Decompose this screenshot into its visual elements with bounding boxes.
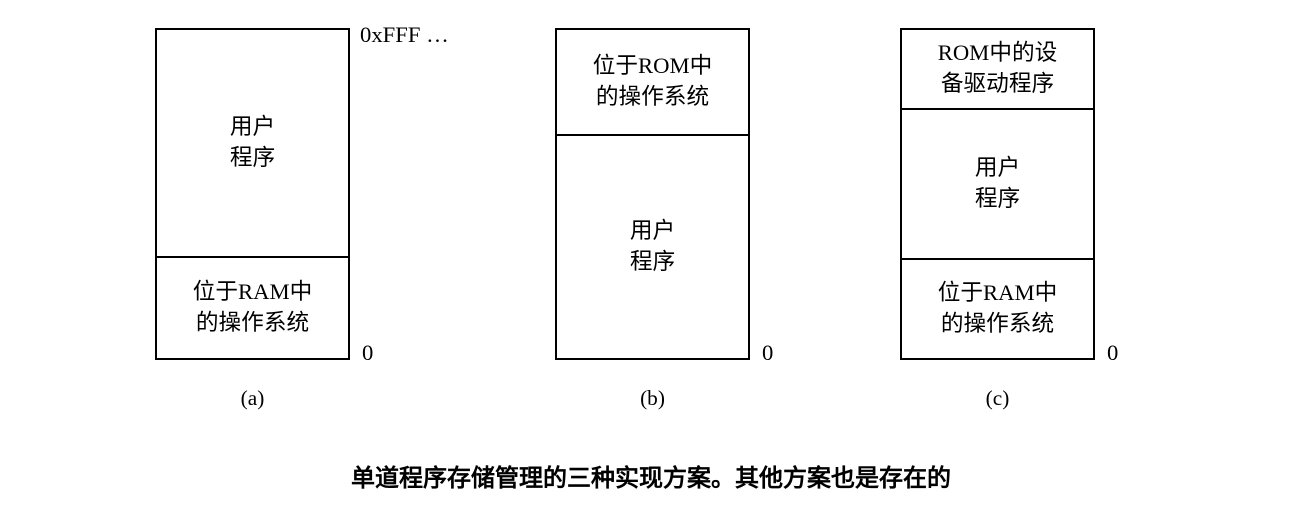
figure-a-region-1-line2: 的操作系统 — [196, 308, 309, 339]
figure-c-region-2-line1: 位于RAM中 — [938, 278, 1058, 309]
figure-b: 位于ROM中 的操作系统 用户 程序 (b) — [555, 28, 750, 411]
figure-a-box: 用户 程序 位于RAM中 的操作系统 — [155, 28, 350, 360]
figure-b-region-1-line2: 程序 — [630, 247, 675, 278]
figure-a-region-0-line2: 程序 — [230, 143, 275, 174]
figure-c-region-0: ROM中的设 备驱动程序 — [902, 30, 1093, 108]
figure-a: 用户 程序 位于RAM中 的操作系统 (a) — [155, 28, 350, 411]
figure-a-region-1: 位于RAM中 的操作系统 — [157, 256, 348, 358]
figure-c-region-1-line1: 用户 — [975, 153, 1020, 184]
figure-c: ROM中的设 备驱动程序 用户 程序 位于RAM中 的操作系统 (c) — [900, 28, 1095, 411]
figure-a-region-1-line1: 位于RAM中 — [193, 277, 313, 308]
figure-a-label: (a) — [241, 386, 265, 411]
figure-c-label: (c) — [986, 386, 1010, 411]
figure-a-region-0: 用户 程序 — [157, 30, 348, 256]
figure-c-region-2: 位于RAM中 的操作系统 — [902, 258, 1093, 358]
figure-b-region-1-line1: 用户 — [630, 216, 675, 247]
figure-b-region-0: 位于ROM中 的操作系统 — [557, 30, 748, 134]
figure-b-region-0-line2: 的操作系统 — [596, 82, 709, 113]
figure-caption: 单道程序存储管理的三种实现方案。其他方案也是存在的 — [0, 458, 1302, 493]
figure-b-bottom-marker: 0 — [762, 340, 773, 366]
figure-c-region-0-line2: 备驱动程序 — [941, 69, 1054, 100]
figure-c-box: ROM中的设 备驱动程序 用户 程序 位于RAM中 的操作系统 — [900, 28, 1095, 360]
figure-a-region-0-line1: 用户 — [230, 112, 275, 143]
figure-b-region-0-line1: 位于ROM中 — [593, 51, 713, 82]
figure-c-region-1: 用户 程序 — [902, 108, 1093, 258]
figure-c-bottom-marker: 0 — [1107, 340, 1118, 366]
figure-c-region-2-line2: 的操作系统 — [941, 309, 1054, 340]
figure-b-box: 位于ROM中 的操作系统 用户 程序 — [555, 28, 750, 360]
figure-a-top-marker: 0xFFF … — [360, 22, 449, 48]
figure-b-label: (b) — [640, 386, 665, 411]
figure-b-region-1: 用户 程序 — [557, 134, 748, 358]
figure-c-region-1-line2: 程序 — [975, 184, 1020, 215]
figure-a-bottom-marker: 0 — [362, 340, 373, 366]
figure-c-region-0-line1: ROM中的设 — [938, 38, 1058, 69]
